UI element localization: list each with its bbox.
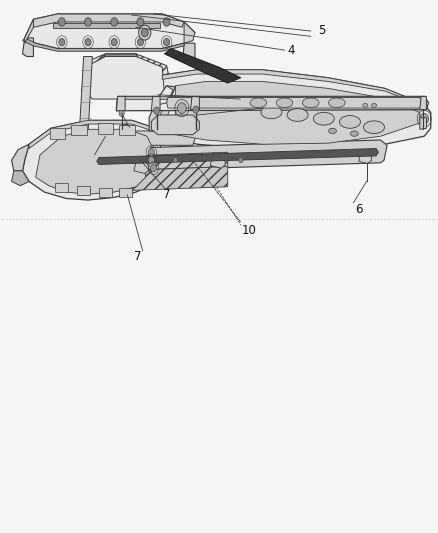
Polygon shape <box>53 23 160 28</box>
Polygon shape <box>22 38 33 56</box>
Circle shape <box>239 158 243 163</box>
Polygon shape <box>81 189 90 195</box>
Polygon shape <box>98 123 113 134</box>
Ellipse shape <box>364 121 385 134</box>
Ellipse shape <box>328 128 336 134</box>
Polygon shape <box>359 150 372 164</box>
Circle shape <box>177 103 186 114</box>
Polygon shape <box>164 49 241 83</box>
Circle shape <box>59 38 65 46</box>
Text: 7: 7 <box>163 188 170 201</box>
Polygon shape <box>175 82 420 144</box>
Text: 8: 8 <box>121 123 129 136</box>
Text: 5: 5 <box>318 25 325 37</box>
Ellipse shape <box>339 116 360 128</box>
Ellipse shape <box>363 103 368 108</box>
Polygon shape <box>86 152 228 172</box>
Polygon shape <box>79 56 92 136</box>
Polygon shape <box>158 70 431 150</box>
Text: 4: 4 <box>287 44 295 56</box>
Circle shape <box>141 28 148 37</box>
Text: 7: 7 <box>134 251 142 263</box>
Ellipse shape <box>276 98 293 108</box>
Polygon shape <box>22 120 162 200</box>
Polygon shape <box>184 22 195 43</box>
Circle shape <box>153 107 159 115</box>
Polygon shape <box>81 54 171 96</box>
Polygon shape <box>12 144 29 171</box>
Polygon shape <box>86 140 387 172</box>
Polygon shape <box>166 98 422 108</box>
Polygon shape <box>55 182 68 191</box>
Polygon shape <box>119 188 132 197</box>
Circle shape <box>138 38 144 46</box>
Ellipse shape <box>250 98 267 108</box>
Polygon shape <box>117 96 125 111</box>
Circle shape <box>148 149 154 156</box>
Polygon shape <box>101 54 141 70</box>
Polygon shape <box>118 96 424 99</box>
Text: 1: 1 <box>82 154 90 167</box>
Text: 6: 6 <box>355 203 363 215</box>
Polygon shape <box>25 14 195 49</box>
Polygon shape <box>12 171 29 185</box>
Polygon shape <box>22 38 184 51</box>
Circle shape <box>111 38 117 46</box>
Polygon shape <box>71 125 87 135</box>
Circle shape <box>111 18 118 26</box>
Polygon shape <box>77 185 90 195</box>
Circle shape <box>163 38 170 46</box>
Polygon shape <box>191 96 199 110</box>
Polygon shape <box>99 188 112 197</box>
Polygon shape <box>183 43 195 60</box>
Circle shape <box>139 25 151 40</box>
Ellipse shape <box>302 98 319 108</box>
Polygon shape <box>134 160 149 173</box>
Polygon shape <box>86 166 228 192</box>
Polygon shape <box>88 56 164 99</box>
Ellipse shape <box>371 103 377 108</box>
Circle shape <box>58 18 65 26</box>
Polygon shape <box>420 118 426 130</box>
Circle shape <box>148 157 154 164</box>
Circle shape <box>85 18 92 26</box>
Circle shape <box>85 38 91 46</box>
Circle shape <box>137 18 144 26</box>
Ellipse shape <box>261 106 282 119</box>
Text: 7: 7 <box>244 97 251 110</box>
Polygon shape <box>73 131 195 146</box>
Circle shape <box>163 18 170 26</box>
Ellipse shape <box>287 109 308 122</box>
Circle shape <box>150 165 156 172</box>
Polygon shape <box>149 86 175 131</box>
Polygon shape <box>162 70 426 107</box>
Polygon shape <box>151 96 160 111</box>
Circle shape <box>173 158 177 163</box>
Polygon shape <box>33 14 184 27</box>
Polygon shape <box>97 149 378 165</box>
Circle shape <box>119 110 124 117</box>
Ellipse shape <box>350 131 358 136</box>
Polygon shape <box>29 120 158 149</box>
Polygon shape <box>120 125 135 135</box>
Polygon shape <box>117 96 428 111</box>
Text: 10: 10 <box>242 224 257 237</box>
Polygon shape <box>155 107 171 131</box>
Circle shape <box>420 114 428 124</box>
Polygon shape <box>49 128 65 139</box>
Polygon shape <box>25 19 33 43</box>
Polygon shape <box>210 155 226 168</box>
Ellipse shape <box>328 98 345 108</box>
Circle shape <box>193 106 199 114</box>
Polygon shape <box>155 86 173 104</box>
Polygon shape <box>151 115 199 135</box>
Polygon shape <box>35 130 151 194</box>
Text: 9: 9 <box>268 104 275 117</box>
Ellipse shape <box>313 112 334 125</box>
Polygon shape <box>420 96 426 110</box>
